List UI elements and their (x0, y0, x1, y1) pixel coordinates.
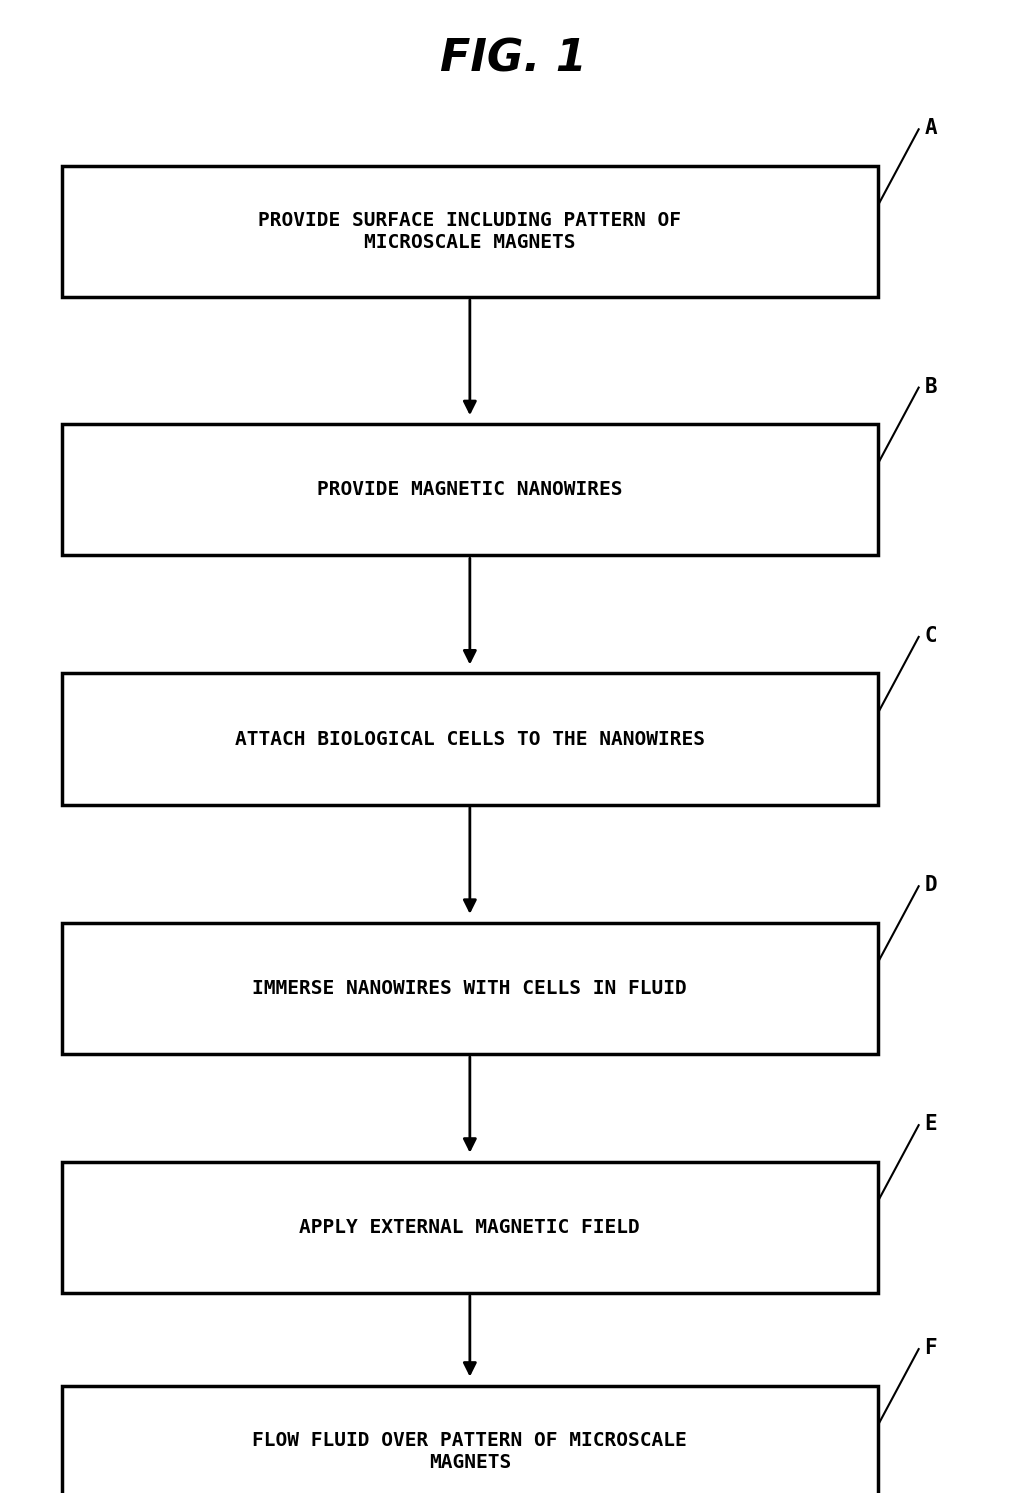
Text: PROVIDE MAGNETIC NANOWIRES: PROVIDE MAGNETIC NANOWIRES (317, 481, 622, 499)
Text: ATTACH BIOLOGICAL CELLS TO THE NANOWIRES: ATTACH BIOLOGICAL CELLS TO THE NANOWIRES (235, 730, 705, 748)
Text: E: E (924, 1114, 937, 1135)
Bar (62, 923, 878, 1054)
Text: B: B (924, 376, 937, 397)
Text: IMMERSE NANOWIRES WITH CELLS IN FLUID: IMMERSE NANOWIRES WITH CELLS IN FLUID (253, 979, 687, 997)
Bar (62, 1162, 878, 1293)
Text: F: F (924, 1338, 937, 1359)
Text: APPLY EXTERNAL MAGNETIC FIELD: APPLY EXTERNAL MAGNETIC FIELD (300, 1218, 640, 1236)
Bar (62, 673, 878, 805)
Bar (62, 424, 878, 555)
Text: C: C (924, 626, 937, 646)
Text: PROVIDE SURFACE INCLUDING PATTERN OF
MICROSCALE MAGNETS: PROVIDE SURFACE INCLUDING PATTERN OF MIC… (259, 211, 681, 252)
Bar (62, 166, 878, 297)
Text: D: D (924, 875, 937, 896)
Text: A: A (924, 118, 937, 139)
Bar (62, 1386, 878, 1493)
Text: FIG. 1: FIG. 1 (441, 37, 586, 81)
Text: FLOW FLUID OVER PATTERN OF MICROSCALE
MAGNETS: FLOW FLUID OVER PATTERN OF MICROSCALE MA… (253, 1430, 687, 1472)
